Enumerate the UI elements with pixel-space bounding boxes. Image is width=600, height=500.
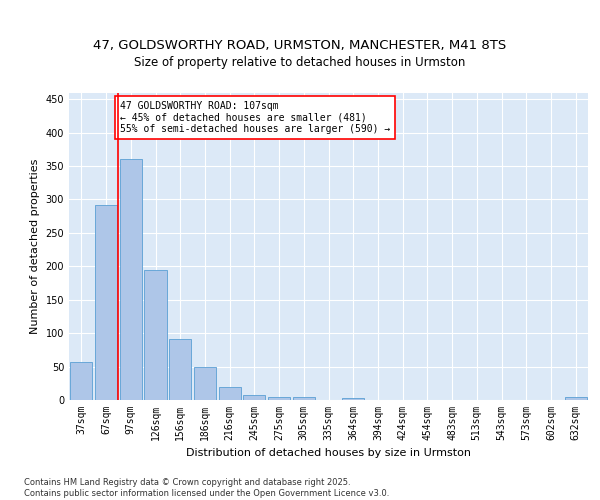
Text: 47, GOLDSWORTHY ROAD, URMSTON, MANCHESTER, M41 8TS: 47, GOLDSWORTHY ROAD, URMSTON, MANCHESTE… [94,40,506,52]
Bar [194,367,216,400]
Bar [218,388,241,400]
Bar [243,394,265,400]
Bar [119,158,142,400]
Text: Size of property relative to detached houses in Urmston: Size of property relative to detached ho… [134,56,466,69]
Y-axis label: Number of detached properties: Number of detached properties [30,158,40,334]
Bar [145,270,167,400]
Bar [293,396,315,400]
Text: 47 GOLDSWORTHY ROAD: 107sqm
← 45% of detached houses are smaller (481)
55% of se: 47 GOLDSWORTHY ROAD: 107sqm ← 45% of det… [119,100,390,134]
Bar [565,398,587,400]
Bar [95,206,117,400]
Bar [342,398,364,400]
X-axis label: Distribution of detached houses by size in Urmston: Distribution of detached houses by size … [186,448,471,458]
Text: Contains HM Land Registry data © Crown copyright and database right 2025.
Contai: Contains HM Land Registry data © Crown c… [24,478,389,498]
Bar [169,338,191,400]
Bar [70,362,92,400]
Bar [268,396,290,400]
